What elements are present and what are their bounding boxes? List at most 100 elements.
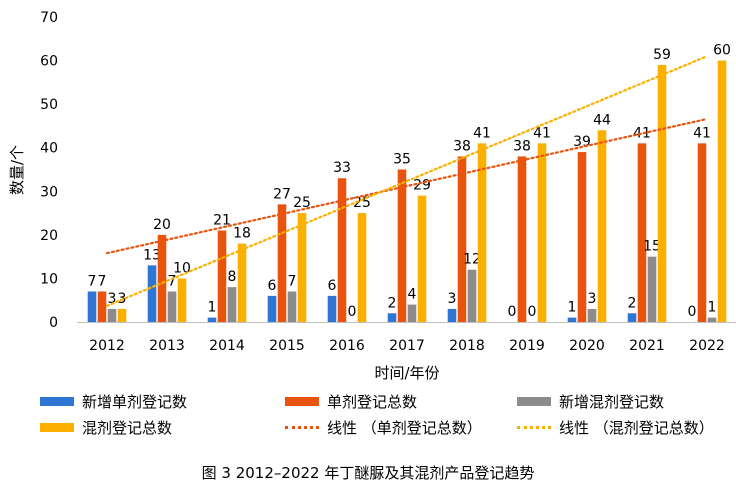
x-tick-label: 2020 <box>569 338 605 354</box>
data-label: 44 <box>593 112 611 128</box>
data-label: 0 <box>688 304 697 320</box>
x-tick-label: 2014 <box>209 338 245 354</box>
data-label: 27 <box>273 186 291 202</box>
data-label: 1 <box>568 300 577 316</box>
y-tick-label: 10 <box>40 271 58 287</box>
data-label: 35 <box>393 152 411 168</box>
figure-caption: 图 3 2012–2022 年丁醚脲及其混剂产品登记趋势 <box>201 464 535 482</box>
legend: 新增单剂登记数 单剂登记总数 新增混剂登记数 混剂登记总数 线性 （单剂登记总数… <box>40 388 730 440</box>
y-tick-label: 50 <box>40 97 58 113</box>
bar <box>517 156 527 322</box>
bar <box>657 64 667 322</box>
bar <box>177 278 187 322</box>
bar <box>157 234 167 322</box>
data-label: 41 <box>693 125 711 141</box>
legend-label-single-total: 单剂登记总数 <box>327 392 418 411</box>
legend-item-new-mix: 新增混剂登记数 <box>517 391 664 412</box>
y-tick-label: 20 <box>40 228 58 244</box>
legend-item-mix-total: 混剂登记总数 <box>40 417 285 438</box>
data-label: 7 <box>98 274 107 290</box>
bar <box>447 308 457 322</box>
legend-swatch-single-total <box>285 396 319 406</box>
bar <box>577 152 587 322</box>
bar <box>297 213 307 322</box>
x-tick-label: 2013 <box>149 338 185 354</box>
data-label: 41 <box>633 125 651 141</box>
data-label: 6 <box>268 278 277 294</box>
bar <box>407 304 417 322</box>
data-label: 3 <box>108 291 117 307</box>
data-label: 15 <box>643 239 661 255</box>
bar <box>627 313 637 322</box>
data-label: 0 <box>348 304 357 320</box>
y-tick-label: 70 <box>40 10 58 26</box>
data-label: 41 <box>473 125 491 141</box>
bar <box>587 308 597 322</box>
data-label: 0 <box>508 304 517 320</box>
x-tick-label: 2016 <box>329 338 365 354</box>
legend-label-trend-single: 线性 （单剂登记总数） <box>327 418 482 437</box>
legend-label-mix-total: 混剂登记总数 <box>82 418 173 437</box>
data-label: 41 <box>533 125 551 141</box>
bar <box>97 291 107 322</box>
bar <box>287 291 297 322</box>
data-label: 60 <box>713 43 731 59</box>
legend-item-new-single: 新增单剂登记数 <box>40 391 285 412</box>
bar <box>387 313 397 322</box>
data-label: 25 <box>293 195 311 211</box>
bar <box>267 295 277 322</box>
bar <box>567 317 577 322</box>
bar <box>697 143 707 322</box>
bar <box>217 230 227 322</box>
bar <box>637 143 647 322</box>
bar <box>147 265 157 322</box>
bar <box>227 287 237 322</box>
data-label: 18 <box>233 226 251 242</box>
data-label: 7 <box>288 274 297 290</box>
y-axis-title: 数量/个 <box>8 145 26 195</box>
bar <box>327 295 337 322</box>
y-tick-label: 60 <box>40 54 58 70</box>
x-tick-label: 2019 <box>509 338 545 354</box>
trendline <box>105 55 709 307</box>
chart: 010203040506070数量/个773320121320710201312… <box>8 10 736 382</box>
y-tick-label: 0 <box>49 315 58 331</box>
legend-item-single-total: 单剂登记总数 <box>285 391 517 412</box>
x-tick-label: 2022 <box>689 338 725 354</box>
x-tick-label: 2017 <box>389 338 425 354</box>
legend-swatch-mix-total <box>40 422 74 432</box>
data-label: 6 <box>328 278 337 294</box>
bar <box>397 169 407 322</box>
data-label: 3 <box>448 291 457 307</box>
bar <box>277 204 287 322</box>
bar <box>337 178 347 322</box>
data-label: 8 <box>228 269 237 285</box>
bar <box>717 60 727 322</box>
data-label: 7 <box>168 274 177 290</box>
bar <box>457 156 467 322</box>
bar <box>597 130 607 322</box>
data-label: 38 <box>453 138 471 154</box>
x-axis-title: 时间/年份 <box>374 364 439 382</box>
data-label: 2 <box>388 295 397 311</box>
data-label: 1 <box>208 300 217 316</box>
bar <box>167 291 177 322</box>
x-tick-label: 2015 <box>269 338 305 354</box>
data-label: 4 <box>408 287 417 303</box>
bar <box>357 213 367 322</box>
bar <box>477 143 487 322</box>
data-label: 20 <box>153 217 171 233</box>
bar <box>237 243 247 322</box>
bar <box>647 256 657 322</box>
bar <box>417 195 427 322</box>
legend-item-trend-single: 线性 （单剂登记总数） <box>285 417 517 438</box>
legend-label-new-mix: 新增混剂登记数 <box>559 392 665 411</box>
legend-label-trend-mix: 线性 （混剂登记总数） <box>559 418 714 437</box>
legend-item-trend-mix: 线性 （混剂登记总数） <box>517 417 714 438</box>
bar <box>117 308 127 322</box>
bar <box>467 269 477 322</box>
trendline <box>105 117 709 255</box>
data-label: 1 <box>708 300 717 316</box>
data-label: 7 <box>88 274 97 290</box>
bar <box>207 317 217 322</box>
